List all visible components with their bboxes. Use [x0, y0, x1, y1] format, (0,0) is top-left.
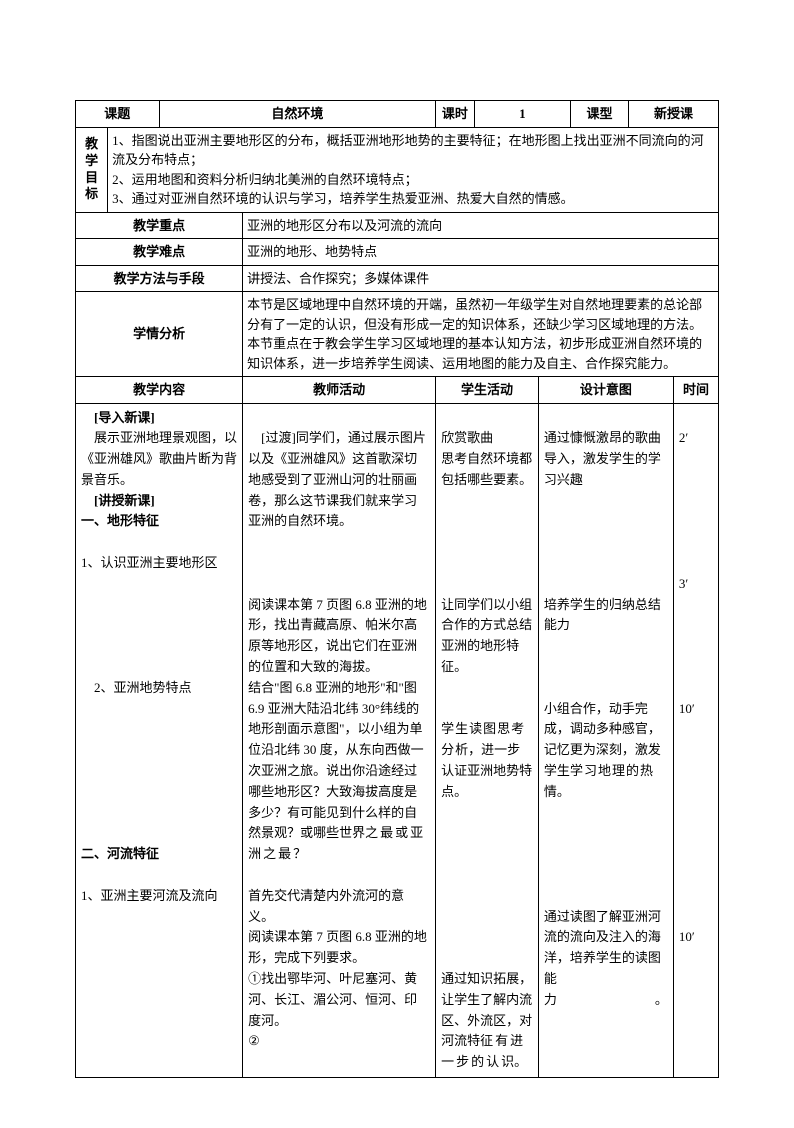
type-label: 课型	[571, 101, 629, 128]
lesson-plan-table: 课题 自然环境 课时 1 课型 新授课 教学目标 1、指图说出亚洲主要地形区的分…	[75, 100, 719, 1078]
teaching-content-cell: [导入新课] 展示亚洲地理景观图，以《亚洲雄风》歌曲片断为背景音乐。 [讲授新课…	[76, 403, 243, 1078]
teacher-activity-cell: [过渡]同学们，通过展示图片以及《亚洲雄风》这首歌深切地感受到了亚洲山河的壮丽画…	[243, 403, 436, 1078]
key-point-row: 教学重点 亚洲的地形区分布以及河流的流向	[76, 212, 719, 239]
analysis-content: 本节是区域地理中自然环境的开端，虽然初一年级学生对自然地理要素的总论部分有了一定…	[243, 292, 719, 377]
key-point-label: 教学重点	[76, 212, 243, 239]
difficult-point-content: 亚洲的地形、地势特点	[243, 239, 719, 266]
col-student-activity: 学生活动	[436, 377, 539, 404]
objectives-label: 教学目标	[76, 127, 108, 212]
objectives-content: 1、指图说出亚洲主要地形区的分布，概括亚洲地形地势的主要特征；在地形图上找出亚洲…	[108, 127, 719, 212]
type-value: 新授课	[628, 101, 718, 128]
methods-row: 教学方法与手段 讲授法、合作探究；多媒体课件	[76, 265, 719, 292]
analysis-label: 学情分析	[76, 292, 243, 377]
design-intent-cell: 通过慷慨激昂的歌曲导入，激发学生的学习兴趣 培养学生的归纳总结能力 小组合作，动…	[538, 403, 673, 1078]
topic-label: 课题	[76, 101, 160, 128]
col-time: 时间	[673, 377, 718, 404]
col-design-intent: 设计意图	[538, 377, 673, 404]
difficult-point-label: 教学难点	[76, 239, 243, 266]
time-cell: 2′ 3′ 10′ 10′	[673, 403, 718, 1078]
topic-value: 自然环境	[159, 101, 435, 128]
analysis-row: 学情分析 本节是区域地理中自然环境的开端，虽然初一年级学生对自然地理要素的总论部…	[76, 292, 719, 377]
objectives-row: 教学目标 1、指图说出亚洲主要地形区的分布，概括亚洲地形地势的主要特征；在地形图…	[76, 127, 719, 212]
header-row: 课题 自然环境 课时 1 课型 新授课	[76, 101, 719, 128]
columns-header-row: 教学内容 教师活动 学生活动 设计意图 时间	[76, 377, 719, 404]
lesson-content-row: [导入新课] 展示亚洲地理景观图，以《亚洲雄风》歌曲片断为背景音乐。 [讲授新课…	[76, 403, 719, 1078]
methods-label: 教学方法与手段	[76, 265, 243, 292]
col-teacher-activity: 教师活动	[243, 377, 436, 404]
period-label: 课时	[436, 101, 475, 128]
student-activity-cell: 欣赏歌曲 思考自然环境都包括哪些要素。 让同学们以小组合作的方式总结亚洲的地形特…	[436, 403, 539, 1078]
period-value: 1	[474, 101, 570, 128]
key-point-content: 亚洲的地形区分布以及河流的流向	[243, 212, 719, 239]
methods-content: 讲授法、合作探究；多媒体课件	[243, 265, 719, 292]
difficult-point-row: 教学难点 亚洲的地形、地势特点	[76, 239, 719, 266]
col-teaching-content: 教学内容	[76, 377, 243, 404]
